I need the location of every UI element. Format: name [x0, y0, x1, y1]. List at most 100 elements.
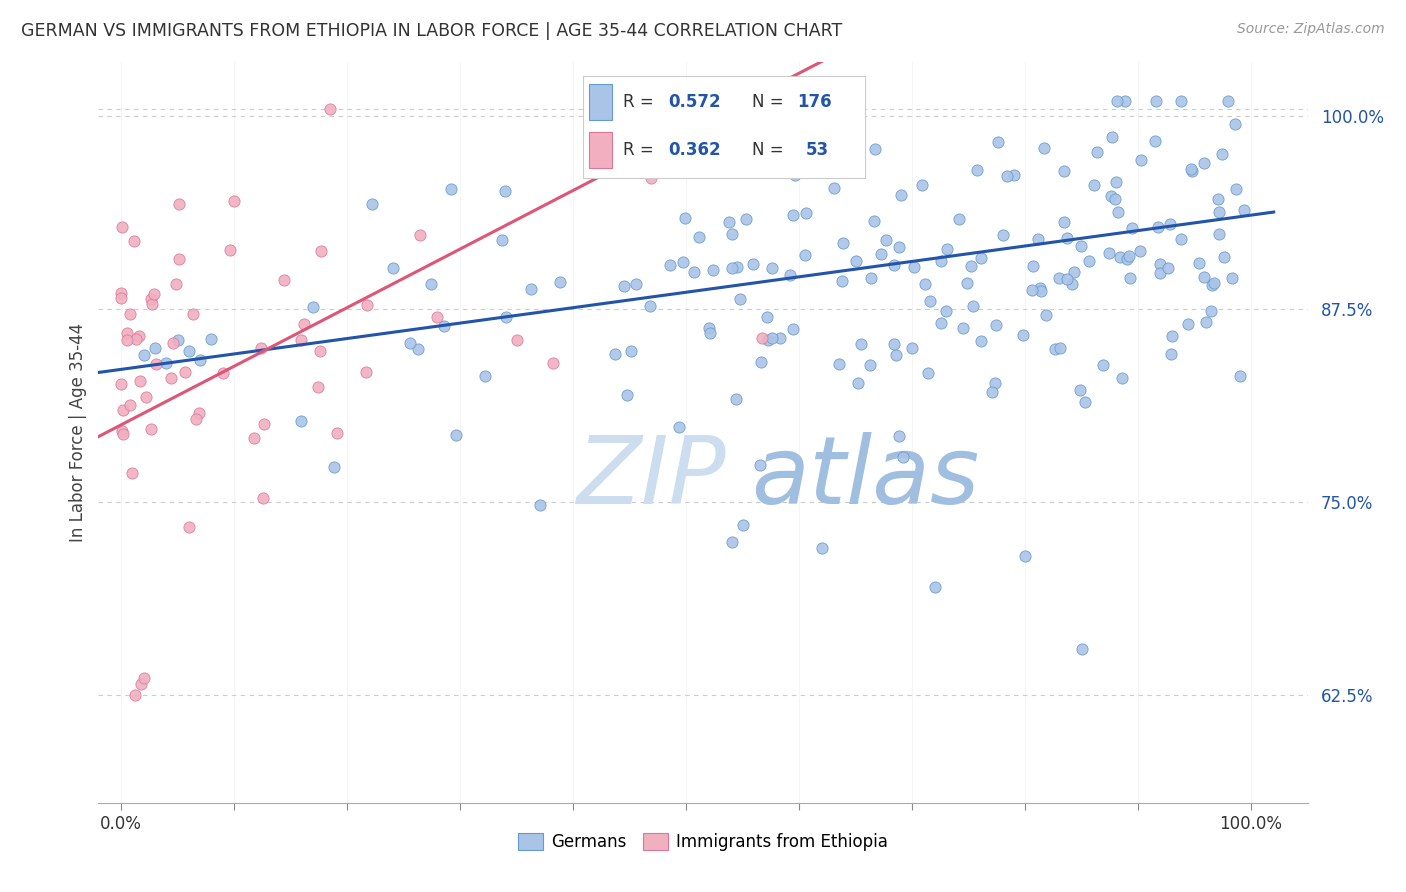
Point — [782, 208, 804, 222]
Text: Source: ZipAtlas.com: Source: ZipAtlas.com — [1237, 22, 1385, 37]
Point — [1220, 271, 1243, 285]
Point — [426, 310, 449, 324]
Point — [720, 260, 742, 275]
Point — [1028, 232, 1050, 246]
Point — [548, 275, 571, 289]
Point — [831, 274, 853, 288]
Text: R =: R = — [623, 93, 659, 111]
Point — [730, 292, 752, 306]
Point — [1109, 250, 1132, 264]
Point — [166, 333, 188, 347]
Point — [177, 343, 200, 358]
Point — [1181, 164, 1204, 178]
Point — [984, 318, 1007, 332]
Point — [1129, 244, 1152, 258]
Point — [179, 519, 201, 533]
Point — [529, 498, 551, 512]
Point — [290, 414, 312, 428]
Point — [901, 341, 924, 355]
Point — [751, 331, 773, 345]
Point — [187, 406, 209, 420]
Point — [1213, 250, 1236, 264]
Point — [1229, 369, 1251, 384]
Point — [702, 263, 724, 277]
Point — [1192, 270, 1215, 285]
Point — [1101, 129, 1123, 144]
Point — [875, 233, 897, 247]
Point — [1160, 347, 1182, 361]
Point — [948, 212, 970, 227]
Point — [620, 344, 643, 359]
Point — [1149, 266, 1171, 280]
Text: R =: R = — [623, 141, 659, 159]
Point — [1233, 202, 1256, 217]
Point — [211, 366, 233, 380]
Point — [139, 292, 162, 306]
Point — [721, 227, 744, 241]
Point — [810, 541, 832, 556]
Point — [1111, 371, 1133, 385]
Point — [823, 181, 845, 195]
Point — [124, 688, 146, 702]
Point — [1021, 283, 1043, 297]
Point — [1206, 192, 1229, 206]
Point — [1170, 94, 1192, 108]
Point — [494, 184, 516, 198]
Point — [883, 258, 905, 272]
Point — [446, 427, 468, 442]
FancyBboxPatch shape — [589, 84, 612, 120]
Point — [307, 380, 329, 394]
Point — [1107, 94, 1129, 108]
Point — [252, 491, 274, 505]
Point — [1104, 193, 1126, 207]
Point — [1121, 221, 1143, 235]
Point — [697, 321, 720, 335]
Point — [200, 332, 222, 346]
Point — [1074, 394, 1097, 409]
Point — [433, 318, 456, 333]
Point — [169, 197, 191, 211]
Point — [139, 422, 162, 436]
Point — [242, 431, 264, 445]
Point — [399, 335, 422, 350]
Point — [111, 219, 134, 234]
Point — [132, 671, 155, 685]
Point — [1043, 342, 1066, 356]
Point — [381, 260, 404, 275]
Point — [956, 277, 979, 291]
Point — [672, 255, 695, 269]
Y-axis label: In Labor Force | Age 35-44: In Labor Force | Age 35-44 — [69, 323, 87, 542]
Point — [987, 135, 1010, 149]
Point — [828, 357, 851, 371]
Point — [110, 285, 132, 300]
Point — [128, 329, 150, 343]
Point — [1014, 549, 1036, 563]
Point — [184, 411, 207, 425]
Point — [250, 341, 273, 355]
Point — [1070, 239, 1092, 253]
Point — [319, 102, 342, 116]
Point — [1056, 231, 1078, 245]
Point — [141, 297, 163, 311]
FancyBboxPatch shape — [589, 132, 612, 168]
Point — [1114, 94, 1136, 108]
Text: 176: 176 — [797, 93, 832, 111]
Point — [1085, 145, 1108, 159]
Point — [675, 149, 697, 163]
Point — [863, 213, 886, 227]
Point — [960, 259, 983, 273]
Text: N =: N = — [752, 93, 789, 111]
Point — [159, 370, 181, 384]
Point — [831, 235, 853, 250]
Point — [929, 253, 952, 268]
Point — [491, 233, 513, 247]
Point — [1147, 219, 1170, 234]
Point — [699, 326, 721, 340]
Point — [290, 333, 312, 347]
Point — [742, 257, 765, 271]
Point — [1021, 259, 1043, 273]
Point — [1208, 205, 1230, 219]
Point — [830, 94, 852, 108]
Point — [167, 252, 190, 266]
Point — [725, 392, 748, 406]
